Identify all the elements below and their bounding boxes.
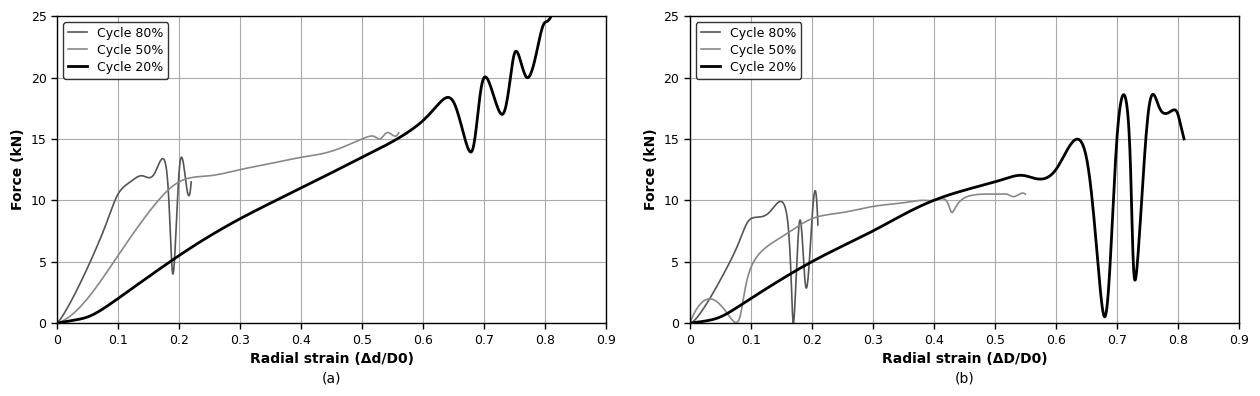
Cycle 80% <box>151 161 166 166</box>
Cycle 20% <box>470 114 485 119</box>
Cycle 80% <box>785 309 800 314</box>
Cycle 20% <box>470 109 485 114</box>
Cycle 50% <box>1008 194 1023 199</box>
Line: Cycle 50%: Cycle 50% <box>57 133 398 323</box>
Cycle 50% <box>383 131 398 136</box>
Line: Cycle 50%: Cycle 50% <box>689 193 1026 323</box>
Cycle 80% <box>808 188 823 193</box>
Legend: Cycle 80%, Cycle 50%, Cycle 20%: Cycle 80%, Cycle 50%, Cycle 20% <box>63 22 169 79</box>
Cycle 20% <box>49 321 64 326</box>
Cycle 20% <box>1105 211 1120 216</box>
Y-axis label: Force (kN): Force (kN) <box>11 129 25 210</box>
Cycle 80% <box>800 281 815 286</box>
X-axis label: Radial strain (Δd/D0): Radial strain (Δd/D0) <box>249 352 413 366</box>
Cycle 20% <box>685 320 701 325</box>
Cycle 50% <box>682 321 697 326</box>
Cycle 80% <box>49 320 64 325</box>
Cycle 20% <box>52 320 67 325</box>
Cycle 80% <box>784 288 799 293</box>
Cycle 50% <box>935 196 950 201</box>
Cycle 50% <box>321 150 336 154</box>
Cycle 80% <box>683 321 698 326</box>
Cycle 20% <box>1110 133 1125 138</box>
Cycle 50% <box>381 130 396 135</box>
Cycle 80% <box>784 283 799 288</box>
Cycle 80% <box>804 219 819 224</box>
Cycle 80% <box>49 321 64 326</box>
Legend: Cycle 80%, Cycle 50%, Cycle 20%: Cycle 80%, Cycle 50%, Cycle 20% <box>696 22 801 79</box>
Cycle 80% <box>786 321 801 326</box>
Title: (b): (b) <box>955 371 974 385</box>
Cycle 80% <box>810 223 825 227</box>
Line: Cycle 20%: Cycle 20% <box>689 94 1184 323</box>
Cycle 50% <box>50 320 66 325</box>
Cycle 80% <box>173 163 188 168</box>
Cycle 50% <box>935 196 950 201</box>
Cycle 20% <box>525 64 541 69</box>
Cycle 50% <box>1016 191 1031 196</box>
Cycle 80% <box>682 321 697 326</box>
Cycle 50% <box>684 316 699 320</box>
Cycle 80% <box>149 168 164 173</box>
Cycle 50% <box>320 150 335 155</box>
Cycle 20% <box>682 321 697 326</box>
Cycle 50% <box>49 321 64 326</box>
Cycle 80% <box>178 169 193 174</box>
Cycle 20% <box>1145 92 1160 97</box>
Cycle 20% <box>1155 110 1171 115</box>
Cycle 50% <box>330 147 345 152</box>
Line: Cycle 20%: Cycle 20% <box>57 16 552 323</box>
Cycle 80% <box>149 167 164 172</box>
Cycle 20% <box>1177 137 1192 141</box>
Cycle 20% <box>474 85 489 90</box>
Cycle 20% <box>1167 107 1182 112</box>
Cycle 20% <box>544 14 559 19</box>
Cycle 50% <box>939 198 954 203</box>
Y-axis label: Force (kN): Force (kN) <box>644 129 658 210</box>
Cycle 50% <box>391 130 406 135</box>
Title: (a): (a) <box>321 371 341 385</box>
Cycle 50% <box>1018 192 1033 196</box>
Line: Cycle 80%: Cycle 80% <box>689 190 818 323</box>
Cycle 20% <box>536 24 551 29</box>
Cycle 20% <box>1106 197 1121 202</box>
Cycle 80% <box>184 179 199 184</box>
X-axis label: Radial strain (ΔD/D0): Radial strain (ΔD/D0) <box>882 352 1047 366</box>
Cycle 80% <box>174 155 189 160</box>
Line: Cycle 80%: Cycle 80% <box>57 157 192 323</box>
Cycle 50% <box>1000 192 1016 197</box>
Cycle 50% <box>377 132 392 137</box>
